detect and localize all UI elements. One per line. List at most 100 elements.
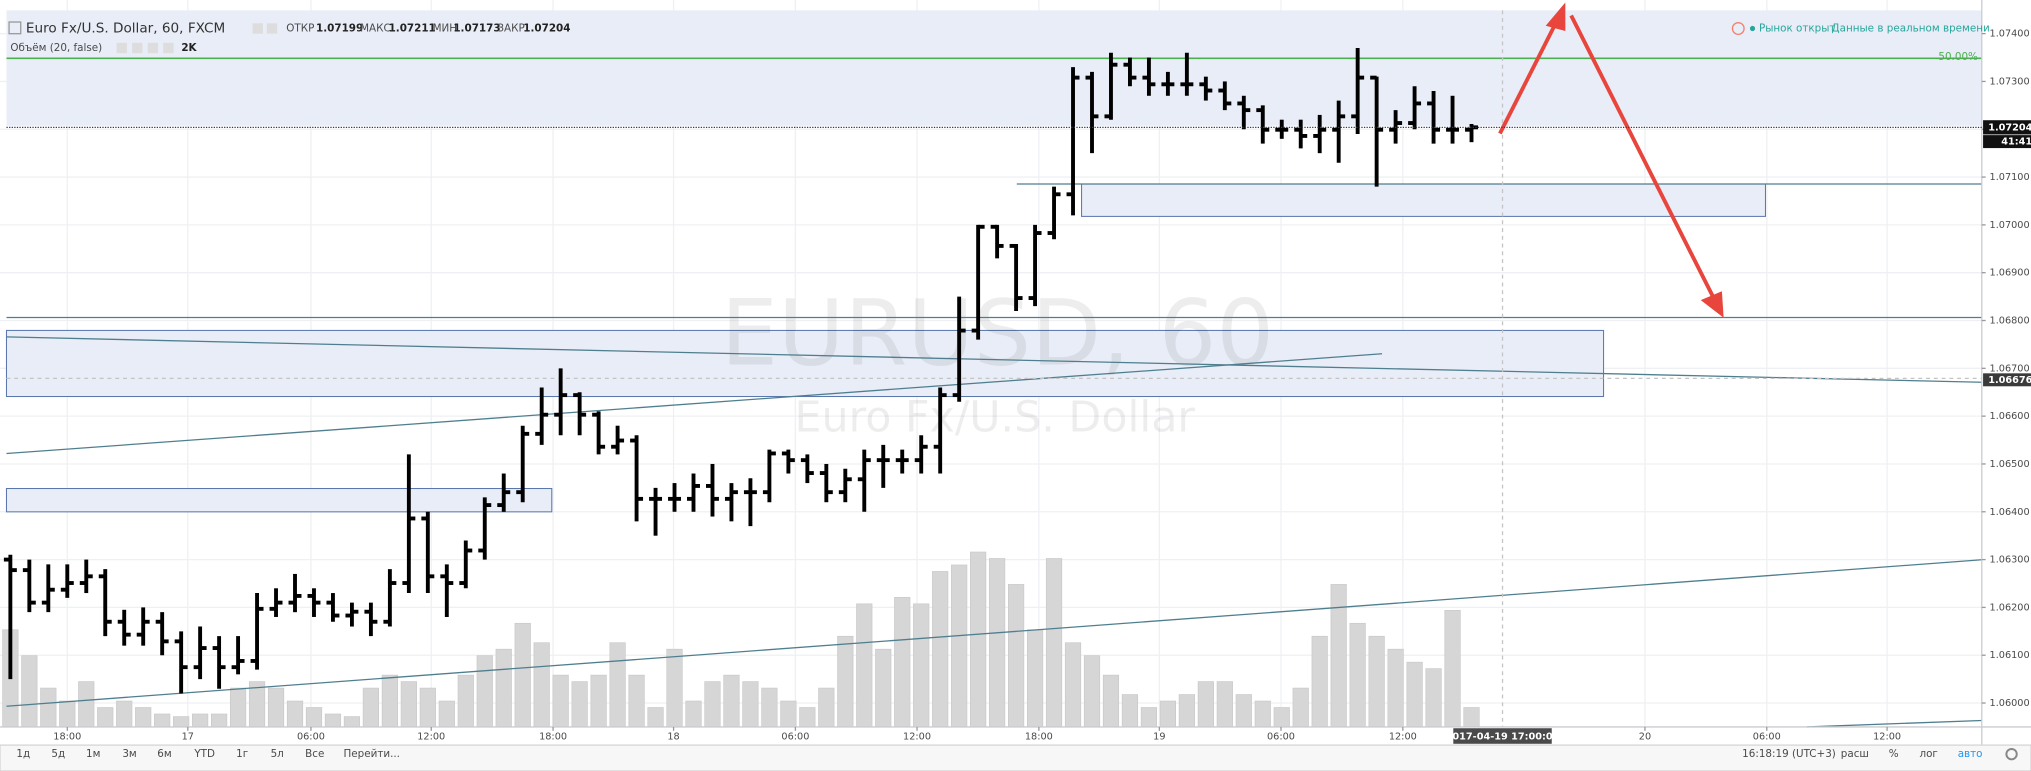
volume-bar	[780, 700, 797, 728]
y-tick-label: 1.06300	[1990, 555, 2030, 566]
scale-option[interactable]: авто	[1958, 748, 1983, 760]
volume-bar	[305, 707, 323, 728]
volume-bar	[381, 674, 398, 728]
collapse-icon[interactable]	[8, 21, 22, 35]
fib-label: 50.00%	[1938, 51, 1978, 63]
trend-line	[6, 336, 1982, 383]
volume-bar	[932, 571, 949, 728]
range-button[interactable]: 1г	[236, 748, 248, 760]
market-status: Рынок открыт	[1759, 23, 1836, 35]
last-price-label: 1.07204	[1988, 122, 2031, 133]
range-button[interactable]: YTD	[193, 748, 215, 760]
x-tick-label: 06:00	[1753, 732, 1781, 743]
volume-bar	[1064, 642, 1082, 728]
clock: 16:18:19 (UTC+3)	[1742, 748, 1836, 760]
volume-bar	[211, 713, 228, 728]
y-tick-label: 1.06100	[1990, 650, 2030, 661]
volume-bar	[818, 687, 835, 728]
volume-bar	[1216, 681, 1233, 728]
indicator-icon[interactable]	[116, 42, 127, 54]
y-tick-label: 1.06500	[1990, 459, 2030, 470]
line-price-label: 1.06676	[1988, 375, 2031, 386]
range-button[interactable]: 5л	[271, 748, 284, 760]
range-button[interactable]: Все	[305, 748, 324, 760]
volume-bar	[267, 687, 285, 728]
x-tick-label: 12:00	[903, 732, 931, 743]
volume-bar	[1425, 668, 1442, 728]
range-button[interactable]: 6м	[157, 748, 171, 760]
scale-option[interactable]: расш	[1841, 748, 1869, 760]
open-label: ОТКР	[286, 23, 314, 35]
warning-icon[interactable]	[1731, 22, 1745, 35]
volume-bar	[1349, 622, 1366, 728]
crosshair-date-box	[1453, 728, 1552, 744]
volume-bar	[1026, 629, 1044, 728]
volume-bar	[419, 687, 436, 728]
watermark-symbol: EURUSD, 60	[721, 281, 1274, 386]
volume-bar	[552, 674, 569, 728]
close-label: ЗАКР	[497, 23, 524, 35]
volume-bar	[1406, 661, 1423, 728]
volume-bar	[286, 700, 304, 728]
volume-bar	[685, 700, 702, 728]
close-icon[interactable]	[266, 23, 278, 34]
volume-bar	[1311, 635, 1328, 728]
watermark-description: Euro Fx/U.S. Dollar	[795, 392, 1196, 442]
volume-bar	[723, 674, 740, 728]
trend-line	[1806, 719, 1982, 728]
countdown: 41:41	[2001, 137, 2031, 148]
x-tick-label: 06:00	[297, 732, 325, 743]
zone-rect	[5, 487, 553, 513]
volume-bar	[476, 655, 493, 728]
x-tick-label: 12:00	[1389, 732, 1417, 743]
arrow-head	[1545, 2, 1566, 32]
volume-bar	[1444, 609, 1461, 728]
high-label: МАКС	[360, 23, 391, 35]
x-tick-label: 18:00	[53, 732, 81, 743]
indicator-icon[interactable]	[147, 42, 159, 54]
volume-bar	[1007, 584, 1025, 728]
volume-bar	[135, 707, 152, 728]
range-button[interactable]: Перейти...	[344, 748, 400, 760]
volume-bar	[362, 687, 380, 728]
volume-bar	[533, 642, 550, 728]
volume-bar	[514, 622, 531, 728]
volume-bar	[571, 681, 588, 728]
range-button[interactable]: 5д	[51, 748, 65, 760]
x-tick-label: 06:00	[1267, 732, 1295, 743]
volume-bar	[1178, 694, 1195, 728]
countdown-box	[1983, 135, 2031, 149]
volume-bar	[457, 674, 474, 728]
y-tick-label: 1.06800	[1990, 316, 2030, 327]
x-tick-label: 20	[1639, 732, 1651, 743]
volume-bar	[628, 674, 645, 728]
volume-bar	[913, 603, 930, 728]
high-value: 1.07211	[389, 23, 436, 35]
settings-gear[interactable]	[2005, 747, 2018, 761]
range-button[interactable]: 3м	[122, 748, 136, 760]
volume-bar	[495, 648, 512, 728]
volume-bar	[1387, 648, 1404, 728]
volume-bar	[590, 674, 607, 728]
volume-bar	[894, 597, 911, 728]
range-button[interactable]: 1м	[86, 748, 100, 760]
x-tick-label: 12:00	[417, 732, 445, 743]
scale-option[interactable]: лог	[1919, 748, 1937, 760]
volume-bar	[989, 558, 1006, 728]
y-tick-label: 1.06400	[1990, 507, 2030, 518]
range-button[interactable]: 1д	[16, 748, 30, 760]
y-tick-label: 1.06200	[1990, 602, 2030, 613]
volume-bar	[837, 635, 854, 728]
scale-option[interactable]: %	[1889, 748, 1899, 760]
settings-icon[interactable]	[252, 23, 263, 34]
volume-bar	[951, 564, 968, 728]
volume-bar	[609, 642, 626, 728]
indicator-icon[interactable]	[163, 42, 174, 54]
volume-bar	[1235, 694, 1252, 728]
indicator-icon[interactable]	[132, 42, 143, 54]
trend-line	[6, 559, 1982, 707]
volume-bar	[21, 655, 38, 728]
low-value: 1.07173	[453, 23, 500, 35]
